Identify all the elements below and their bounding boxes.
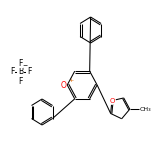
Circle shape — [109, 97, 115, 104]
Text: CH₃: CH₃ — [140, 107, 152, 112]
Text: F: F — [10, 67, 14, 76]
Text: +: + — [68, 78, 73, 83]
Text: −: − — [23, 62, 28, 67]
Text: F: F — [18, 59, 23, 67]
Text: F: F — [27, 67, 31, 76]
Text: O: O — [109, 98, 115, 104]
Text: O: O — [60, 81, 66, 90]
Text: B: B — [18, 67, 23, 76]
Text: F: F — [18, 76, 23, 85]
